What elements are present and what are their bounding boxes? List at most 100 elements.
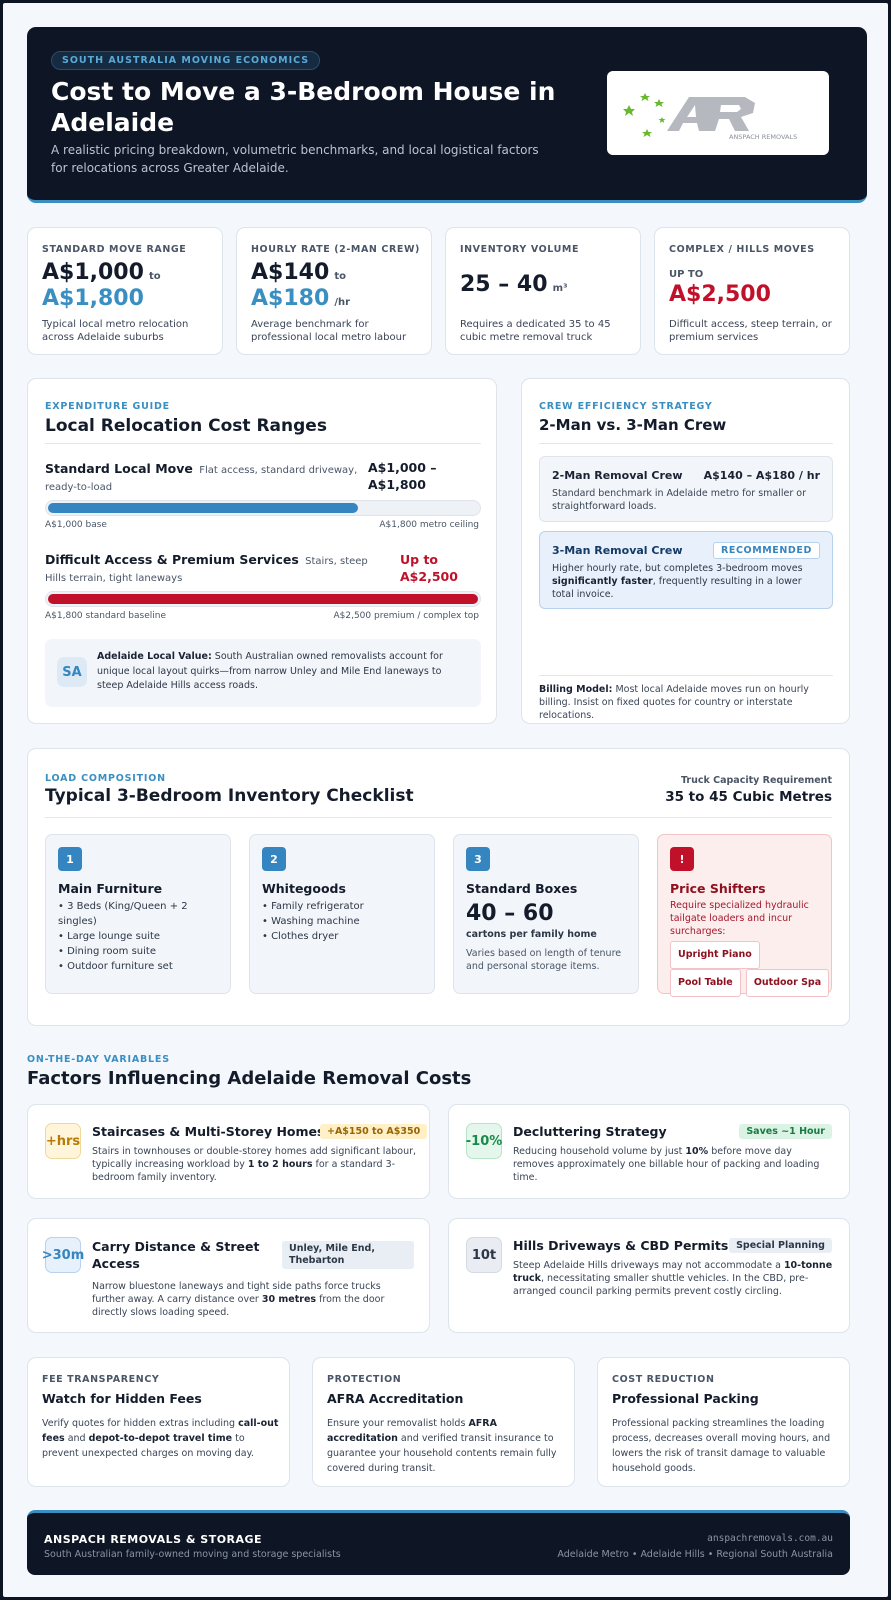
factor-text-bold: 1 to 2 hours [247,1159,313,1170]
card-number: 3 [466,847,490,871]
billing-title: Billing Model: [539,684,613,695]
eyebrow-pill: SOUTH AUSTRALIA MOVING ECONOMICS [51,51,321,70]
infographic-page: SOUTH AUSTRALIA MOVING ECONOMICS Cost to… [3,3,888,1597]
stat-value-low: A$140 [251,260,330,285]
stat-desc: Typical local metro relocation across Ad… [42,319,189,343]
cost-bar-track [45,500,481,516]
billing-model-note: Billing Model: Most local Adelaide moves… [539,683,833,722]
factor-desc: Narrow bluestone laneways and tight side… [92,1280,412,1319]
list-item: Large lounge suite [58,929,228,944]
footer-service-areas: Adelaide Metro • Adelaide Hills • Region… [557,1549,833,1560]
factor-text-bold: 10% [685,1146,709,1157]
surcharge-tag: Pool Table [670,969,741,997]
tip-desc: Ensure your removalist holds AFRA accred… [327,1416,565,1476]
factors-title: Factors Influencing Adelaide Removal Cos… [27,1068,472,1089]
cost-row-note: Stairs, steep Hills terrain, tight lanew… [45,556,368,584]
tip-bold-a: AFRA accreditation [327,1418,497,1444]
cost-bar-track [45,591,481,607]
surcharge-tag: Outdoor Spa [745,969,830,997]
footer-website-link[interactable]: anspachremovals.com.au [707,1533,833,1544]
stat-label: HOURLY RATE (2-MAN CREW) [251,244,420,255]
recommended-badge: RECOMMENDED [712,542,820,559]
truck-capacity-value: 35 to 45 Cubic Metres [665,789,832,805]
crew-name: 2-Man Removal Crew [552,469,683,482]
stat-unit: m³ [552,283,568,294]
inventory-card-boxes: 3 Standard Boxes 40 – 60 cartons per fam… [453,834,639,994]
inventory-card-price-shifters: ! Price Shifters Require specialized hyd… [657,834,832,997]
callout-body: South Australian owned removalists accou… [97,651,443,691]
list-item: Clothes dryer [262,929,432,944]
card-number: 2 [262,847,286,871]
factor-text-b: from the door directly slows loading spe… [92,1294,385,1318]
factor-text-a: Reducing household volume by just [513,1146,686,1157]
stat-desc: Requires a dedicated 35 to 45 cubic metr… [460,319,611,343]
card-number: 1 [58,847,82,871]
cost-bar-fill [48,503,358,513]
cost-row-name: Standard Local Move [45,461,193,476]
crew-desc-b: , frequently resulting in a lower total … [552,576,802,600]
footer: ANSPACH REMOVALS & STORAGE South Austral… [27,1510,850,1575]
crew-desc: Standard benchmark in Adelaide metro for… [552,488,806,512]
factor-desc: Steep Adelaide Hills driveways may not a… [513,1259,838,1298]
stat-value-high: A$1,800 [42,286,144,311]
cost-bar-fill [48,594,478,604]
factor-tag: Unley, Mile End, Thebarton [282,1241,414,1269]
hero-header: SOUTH AUSTRALIA MOVING ECONOMICS Cost to… [27,27,867,203]
tip-card-afra: PROTECTION AFRA Accreditation Ensure you… [312,1357,575,1487]
tip-desc: Verify quotes for hidden extras includin… [42,1416,280,1461]
cost-bar-min: A$1,000 base [45,520,107,530]
card-title: Price Shifters [670,881,766,896]
tip-card-hidden-fees: FEE TRANSPARENCY Watch for Hidden Fees V… [27,1357,290,1487]
factor-title: Carry Distance & Street Access [92,1239,260,1271]
expenditure-guide-card: EXPENDITURE GUIDE Local Relocation Cost … [27,378,497,724]
stat-value-row: 25 – 40 m³ [460,272,567,297]
stat-unit: /hr [334,297,351,308]
alert-icon: ! [670,847,694,871]
callout-text: Adelaide Local Value: South Australian o… [97,650,467,694]
factor-badge: -10% [466,1123,502,1159]
factor-title: Staircases & Multi-Storey Homes [92,1124,325,1139]
surcharge-tag: Upright Piano [670,941,760,969]
cost-row-note: Flat access, standard driveway, ready-to… [45,465,358,493]
furniture-list: 3 Beds (King/Queen + 2 singles) Large lo… [58,899,228,974]
sa-badge: SA [57,657,87,687]
section-eyebrow: CREW EFFICIENCY STRATEGY [539,401,713,412]
factor-badge: >30m [42,1237,84,1273]
list-item: Family refrigerator [262,899,432,914]
stat-joiner: to [149,271,161,282]
stat-value-high: A$180 [251,286,330,311]
tip-title: Watch for Hidden Fees [42,1391,202,1406]
tip-text-b: and [64,1433,89,1444]
inventory-card-whitegoods: 2 Whitegoods Family refrigerator Washing… [249,834,435,994]
company-logo: ANSPACH REMOVALS [607,71,829,155]
footer-brand: ANSPACH REMOVALS & STORAGE [44,1533,263,1546]
tip-text-a: Ensure your removalist holds [327,1418,469,1429]
factor-card-staircases: +hrs Staircases & Multi-Storey Homes +A$… [27,1104,430,1199]
stat-card-inventory-volume: INVENTORY VOLUME 25 – 40 m³ Requires a d… [445,227,641,355]
crew-option-2-man: 2-Man Removal Crew A$140 – A$180 / hr St… [539,456,833,522]
whitegoods-list: Family refrigerator Washing machine Clot… [262,899,432,944]
cost-bar-min: A$1,800 standard baseline [45,611,166,621]
card-desc: Varies based on length of tenure and per… [466,948,622,972]
list-item: Dining room suite [58,944,228,959]
billing-text: Most local Adelaide moves run on hourly … [539,684,809,721]
card-title: Standard Boxes [466,881,578,896]
logo-text: ANSPACH REMOVALS [729,133,797,141]
factors-eyebrow: ON-THE-DAY VARIABLES [27,1054,170,1065]
tip-text-c: to prevent unexpected charges on moving … [42,1433,254,1459]
tip-eyebrow: COST REDUCTION [612,1374,715,1385]
tip-desc: Professional packing streamlines the loa… [612,1418,831,1474]
callout-title: Adelaide Local Value: [97,651,212,662]
section-eyebrow: LOAD COMPOSITION [45,773,166,784]
stat-label: COMPLEX / HILLS MOVES [669,244,815,255]
inventory-card-furniture: 1 Main Furniture 3 Beds (King/Queen + 2 … [45,834,231,994]
list-item: Outdoor furniture set [58,959,228,974]
tip-title: Professional Packing [612,1391,759,1406]
cost-row-name: Difficult Access & Premium Services [45,552,299,567]
stat-joiner: to [334,271,347,282]
crew-option-3-man: 3-Man Removal Crew RECOMMENDED Higher ho… [539,531,833,609]
tip-card-packing: COST REDUCTION Professional Packing Prof… [597,1357,850,1487]
factor-text-b: , necessitating smaller shuttle vehicles… [513,1273,809,1297]
list-item: Washing machine [262,914,432,929]
card-desc: Require specialized hydraulic tailgate l… [670,900,809,937]
